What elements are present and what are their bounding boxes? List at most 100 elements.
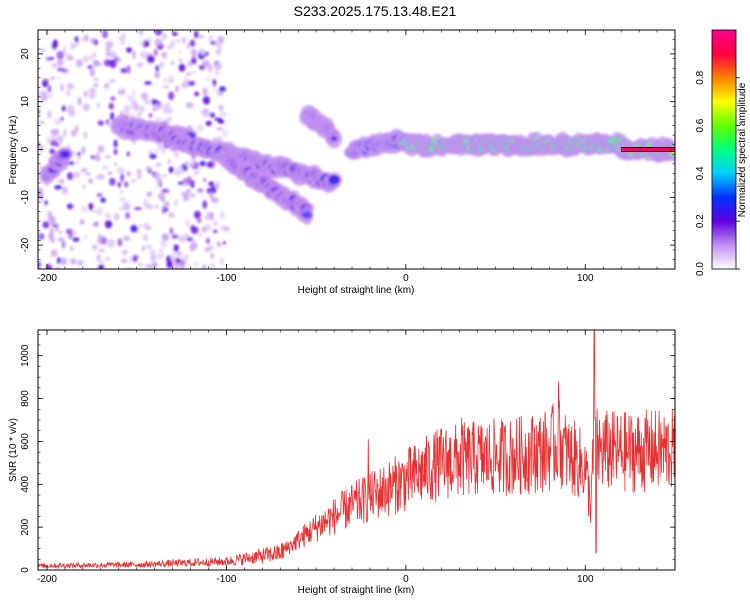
snr-frame [37,329,676,571]
spectrogram-noise-blob [97,120,104,126]
spectrogram-blobs [38,30,675,269]
spectrogram-x-tick-label: 100 [577,273,594,284]
spectrogram-noise-blob [145,244,153,250]
spectrogram-noise-blob [185,102,194,109]
spectrogram-noise-blob [104,82,110,89]
spectrogram-noise-blob [39,195,44,203]
snr-y-tick-label: 800 [20,390,31,407]
spectrogram-noise-blob [212,138,218,142]
snr-y-tick-label: 200 [20,518,31,535]
spectrogram-noise-blob [143,99,152,105]
spectrogram-noise-blob [113,212,120,221]
spectrogram-noise-blob [104,219,113,229]
spectrogram-noise-blob [120,173,124,182]
spectrogram-noise-blob [97,259,105,264]
spectrogram-noise-blob [190,157,196,167]
spectrogram-noise-blob [141,245,146,253]
spectrogram-noise-blob [130,224,138,233]
spectrogram-noise-blob [181,255,189,262]
spectrogram-noise-blob [190,57,197,65]
spectrogram-noise-blob [130,178,137,183]
spectrogram-noise-blob [57,230,64,235]
spectrogram-noise-blob [186,42,191,50]
spectrogram-y-ticks: -20 -10 0 10 20 [20,29,675,270]
snr-series-line [38,330,675,570]
spectrogram-noise-blob [138,40,145,46]
spectrogram-noise-blob [56,256,61,264]
spectrogram-noise-blob [46,136,52,144]
spectrogram-noise-blob [105,211,109,219]
spectrogram-noise-blob [215,88,219,93]
snr-y-tick-label: 1000 [20,344,31,367]
spectrogram-noise-blob [143,203,152,209]
spectrogram-noise-blob [194,91,200,97]
spectrogram-noise-blob [178,57,183,65]
spectrogram-noise-blob [191,226,199,235]
spectrogram-noise-blob [122,235,131,241]
spectrogram-noise-blob [149,249,156,257]
spectrogram-noise-blob [116,166,125,175]
spectrogram-noise-blob [84,34,89,42]
spectrogram-noise-blob [57,76,61,80]
spectrogram-noise-blob [127,94,133,101]
spectrogram-noise-blob [203,224,212,231]
spectrogram-noise-blob [100,197,106,203]
spectrogram-noise-blob [171,234,179,239]
spectrogram-noise-blob [193,210,201,219]
spectrogram-noise-blob [173,264,179,269]
spectrogram-noise-blob [61,240,66,249]
spectrogram-noise-blob [208,181,215,187]
spectrogram-noise-blob [202,107,209,114]
spectrogram-noise-blob [205,120,212,127]
spectrogram-noise-blob [68,230,73,240]
colorbar-tick-label: 0.6 [695,118,706,132]
spectrogram-noise-blob [175,39,181,43]
spectrogram-noise-blob [50,76,55,81]
spectrogram-noise-blob [219,257,224,266]
spectrogram-noise-blob [105,256,111,261]
spectrogram-noise-blob [151,171,156,176]
spectrogram-noise-blob [110,96,116,101]
spectrogram-noise-blob [154,148,160,154]
spectrogram-noise-blob [155,205,159,209]
spectrogram-noise-blob [105,40,114,49]
spectrogram-noise-blob [108,79,116,83]
spectrogram-noise-blob [72,237,80,242]
spectrogram-noise-blob [202,87,208,97]
spectrogram-noise-blob [210,185,217,194]
spectrogram-noise-blob [44,200,48,206]
spectrogram-noise-blob [126,170,132,177]
spectrogram-noise-blob [174,169,182,177]
spectrogram-noise-blob [215,127,224,131]
spectrogram-noise-blob [105,51,113,57]
spectrogram-x-tick-label: 0 [403,273,409,284]
spectrogram-noise-blob [40,48,45,53]
spectrogram-noise-blob [189,243,195,252]
spectrogram-noise-blob [94,39,98,46]
spectrogram-noise-blob [96,102,101,108]
spectrogram-noise-blob [57,236,65,243]
spectrogram-noise-blob [183,75,188,85]
spectrogram-core [330,136,338,141]
spectrogram-noise-blob [59,83,65,92]
spectrogram-noise-blob [161,51,168,59]
spectrogram-noise-blob [126,64,131,74]
spectrogram-y-label: Frequency (Hz) [8,116,19,185]
spectrogram-noise-blob [184,161,189,166]
spectrogram-noise-blob [125,47,133,53]
spectrogram-x-label: Height of straight line (km) [298,285,415,296]
colorbar-tick-label: 0.2 [695,214,706,228]
spectrogram-noise-blob [196,124,205,133]
spectrogram-y-tick-label: -10 [20,190,31,205]
spectrogram-noise-blob [104,155,111,159]
spectrogram-noise-blob [176,251,183,257]
spectrogram-noise-blob [83,90,88,98]
spectrogram-feature [398,131,628,158]
spectrogram-noise-blob [95,61,103,66]
spectrogram-noise-blob [62,45,67,54]
spectrogram-noise-blob [185,219,190,227]
spectrogram-noise-blob [190,179,195,189]
spectrogram-noise-blob [170,60,175,66]
spectrogram-noise-blob [56,60,65,65]
